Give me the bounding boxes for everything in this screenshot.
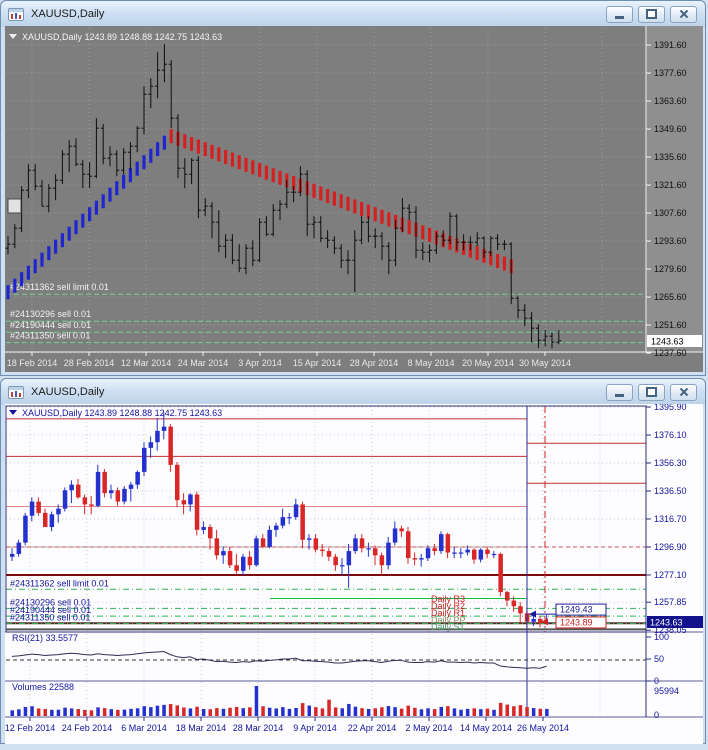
bottom-chart-window: XAUUSD,Daily #24311362 sell limit 0.01 #2… bbox=[0, 378, 706, 744]
svg-text:12 Mar 2014: 12 Mar 2014 bbox=[121, 358, 172, 368]
svg-text:#24311362 sell limit 0.01: #24311362 sell limit 0.01 bbox=[10, 578, 109, 588]
svg-text:0: 0 bbox=[654, 710, 659, 720]
svg-text:1243.63: 1243.63 bbox=[650, 618, 683, 628]
top-chart-window: XAUUSD,Daily #24311362 sell limit 0.01 #2… bbox=[0, 0, 706, 376]
minimize-button[interactable] bbox=[606, 383, 633, 401]
svg-text:Daily R2: Daily R2 bbox=[431, 601, 465, 611]
svg-text:1279.60: 1279.60 bbox=[654, 264, 687, 274]
svg-text:95994: 95994 bbox=[654, 686, 679, 696]
svg-text:1336.50: 1336.50 bbox=[654, 486, 687, 496]
svg-text:1377.60: 1377.60 bbox=[654, 68, 687, 78]
svg-text:1296.90: 1296.90 bbox=[654, 542, 687, 552]
chart-icon bbox=[7, 385, 25, 400]
bottom-titlebar[interactable]: XAUUSD,Daily bbox=[1, 379, 705, 405]
svg-text:20 May 2014: 20 May 2014 bbox=[462, 358, 514, 368]
svg-text:#24190444 sell 0.01: #24190444 sell 0.01 bbox=[10, 320, 91, 330]
svg-text:1316.70: 1316.70 bbox=[654, 514, 687, 524]
restore-button[interactable] bbox=[638, 5, 665, 23]
svg-text:#24130296 sell 0.01: #24130296 sell 0.01 bbox=[10, 597, 91, 607]
top-titlebar[interactable]: XAUUSD,Daily bbox=[1, 1, 705, 27]
svg-text:#24130296 sell 0.01: #24130296 sell 0.01 bbox=[10, 309, 91, 319]
svg-text:Volumes 22588: Volumes 22588 bbox=[12, 682, 74, 692]
svg-text:2 May 2014: 2 May 2014 bbox=[405, 723, 452, 733]
restore-icon bbox=[646, 387, 657, 397]
svg-text:1363.60: 1363.60 bbox=[654, 96, 687, 106]
bottom-chart-canvas[interactable]: #24311362 sell limit 0.01 #24130296 sell … bbox=[5, 404, 703, 744]
svg-text:6 Mar 2014: 6 Mar 2014 bbox=[121, 723, 167, 733]
svg-text:28 Mar 2014: 28 Mar 2014 bbox=[233, 723, 284, 733]
svg-text:28 Apr 2014: 28 Apr 2014 bbox=[350, 358, 399, 368]
svg-text:12 Feb 2014: 12 Feb 2014 bbox=[5, 723, 55, 733]
svg-text:24 Feb 2014: 24 Feb 2014 bbox=[62, 723, 113, 733]
close-button[interactable] bbox=[670, 5, 697, 23]
svg-text:9 Apr 2014: 9 Apr 2014 bbox=[293, 723, 337, 733]
svg-text:1349.60: 1349.60 bbox=[654, 124, 687, 134]
window-title: XAUUSD,Daily bbox=[31, 8, 105, 20]
svg-text:1395.90: 1395.90 bbox=[654, 404, 687, 412]
svg-text:3 Apr 2014: 3 Apr 2014 bbox=[238, 358, 282, 368]
svg-text:#24311350 sell 0.01: #24311350 sell 0.01 bbox=[10, 331, 90, 341]
minimize-button[interactable] bbox=[606, 5, 633, 23]
svg-text:#24311350 sell 0.01: #24311350 sell 0.01 bbox=[10, 612, 90, 622]
svg-text:28 Feb 2014: 28 Feb 2014 bbox=[64, 358, 115, 368]
svg-text:1307.60: 1307.60 bbox=[654, 208, 687, 218]
svg-text:1249.43: 1249.43 bbox=[560, 605, 593, 615]
svg-text:1391.60: 1391.60 bbox=[654, 40, 687, 50]
svg-text:1293.60: 1293.60 bbox=[654, 236, 687, 246]
svg-text:1251.60: 1251.60 bbox=[654, 320, 687, 330]
svg-text:1376.10: 1376.10 bbox=[654, 430, 687, 440]
svg-text:1238.05: 1238.05 bbox=[654, 625, 687, 635]
svg-text:Daily R3: Daily R3 bbox=[431, 594, 465, 604]
window-title: XAUUSD,Daily bbox=[31, 386, 105, 398]
close-icon bbox=[679, 387, 689, 397]
close-button[interactable] bbox=[670, 383, 697, 401]
svg-text:14 May 2014: 14 May 2014 bbox=[460, 723, 512, 733]
top-chart-canvas[interactable]: #24311362 sell limit 0.01 #24130296 sell … bbox=[5, 26, 703, 372]
svg-text:18 Mar 2014: 18 Mar 2014 bbox=[176, 723, 227, 733]
svg-text:Daily R1: Daily R1 bbox=[431, 608, 465, 618]
svg-text:RSI(21) 33.5577: RSI(21) 33.5577 bbox=[12, 633, 78, 643]
close-icon bbox=[679, 9, 689, 19]
svg-text:Daily PP: Daily PP bbox=[431, 615, 466, 625]
svg-text:15 Apr 2014: 15 Apr 2014 bbox=[293, 358, 342, 368]
svg-text:22 Apr 2014: 22 Apr 2014 bbox=[348, 723, 397, 733]
svg-text:1356.30: 1356.30 bbox=[654, 458, 687, 468]
chart-icon bbox=[7, 7, 25, 22]
svg-text:1237.60: 1237.60 bbox=[654, 348, 687, 358]
svg-text:30 May 2014: 30 May 2014 bbox=[519, 358, 571, 368]
svg-text:1265.60: 1265.60 bbox=[654, 292, 687, 302]
svg-text:#24311362 sell limit 0.01: #24311362 sell limit 0.01 bbox=[10, 282, 109, 292]
svg-text:1321.60: 1321.60 bbox=[654, 180, 687, 190]
svg-text:1243.63: 1243.63 bbox=[651, 337, 684, 347]
minimize-icon bbox=[615, 16, 624, 19]
svg-text:18 Feb 2014: 18 Feb 2014 bbox=[7, 358, 58, 368]
svg-text:1257.85: 1257.85 bbox=[654, 597, 687, 607]
svg-text:1335.60: 1335.60 bbox=[654, 152, 687, 162]
restore-button[interactable] bbox=[638, 383, 665, 401]
svg-text:Daily S1: Daily S1 bbox=[431, 622, 465, 632]
svg-text:8 May 2014: 8 May 2014 bbox=[407, 358, 454, 368]
svg-text:#24190444 sell 0.01: #24190444 sell 0.01 bbox=[10, 605, 91, 615]
bottom-window-controls bbox=[606, 383, 699, 401]
svg-text:26 May 2014: 26 May 2014 bbox=[517, 723, 569, 733]
svg-text:1243.89: 1243.89 bbox=[560, 617, 593, 627]
svg-text:50: 50 bbox=[654, 654, 664, 664]
svg-text:100: 100 bbox=[654, 632, 669, 642]
svg-text:XAUUSD,Daily 1243.89 1248.88: XAUUSD,Daily 1243.89 1248.88 1242.75 124… bbox=[22, 32, 222, 42]
minimize-icon bbox=[615, 394, 624, 397]
svg-text:1277.10: 1277.10 bbox=[654, 570, 687, 580]
svg-text:0: 0 bbox=[654, 676, 659, 686]
restore-icon bbox=[646, 9, 657, 19]
svg-text:XAUUSD,Daily 1243.89 1248.88: XAUUSD,Daily 1243.89 1248.88 1242.75 124… bbox=[22, 408, 222, 418]
svg-text:24 Mar 2014: 24 Mar 2014 bbox=[178, 358, 229, 368]
top-window-controls bbox=[606, 5, 699, 23]
